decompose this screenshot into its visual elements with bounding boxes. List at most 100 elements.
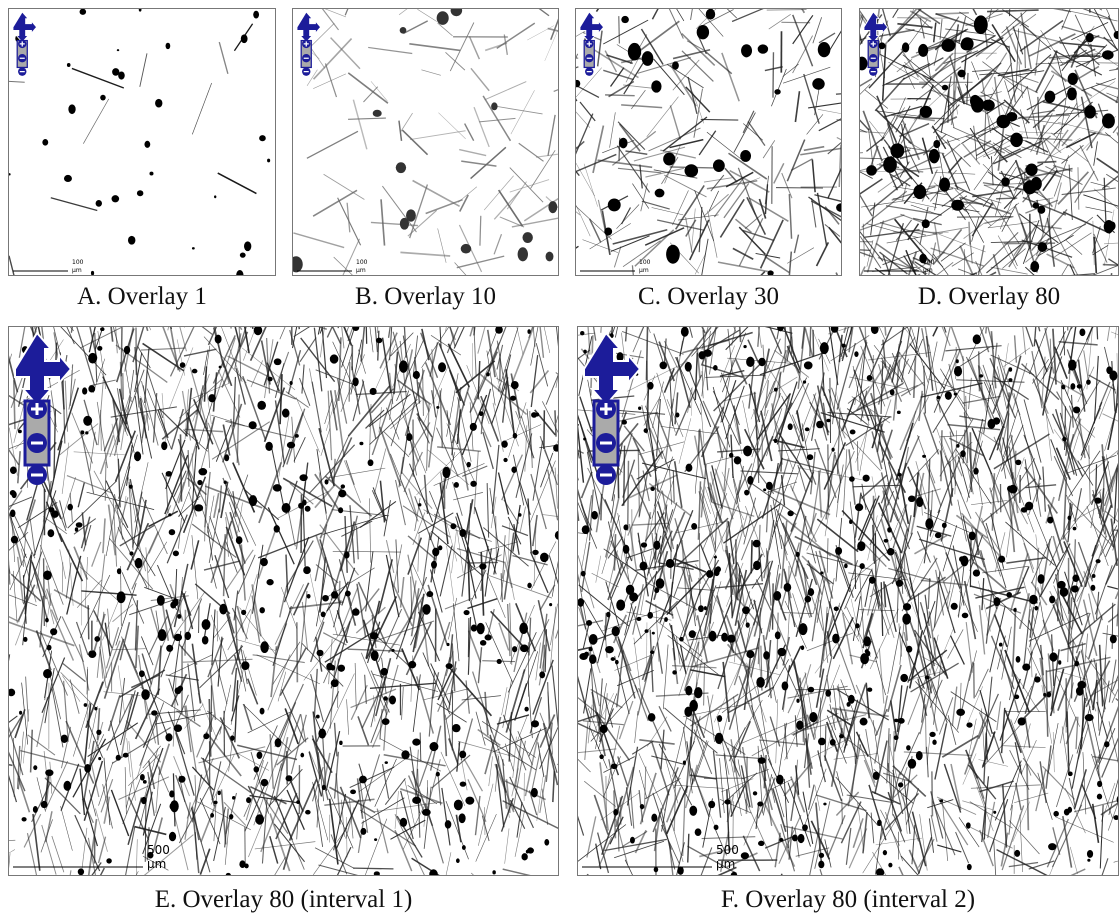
navigation-control[interactable]: [13, 12, 37, 76]
dendrite: [817, 242, 829, 266]
soma: [544, 839, 549, 846]
soma: [244, 864, 248, 869]
soma: [521, 853, 527, 860]
soma: [408, 661, 416, 668]
dendrite: [316, 370, 358, 386]
navigation-control[interactable]: [297, 12, 321, 76]
dendrite: [710, 447, 725, 492]
soma: [352, 377, 358, 386]
soma: [714, 569, 720, 577]
soma: [169, 529, 176, 535]
soma: [713, 159, 725, 172]
dendrite: [776, 699, 778, 763]
soma: [619, 138, 628, 149]
dendrite: [438, 23, 453, 36]
soma: [412, 797, 421, 804]
dendrite: [1082, 784, 1096, 819]
soma: [805, 427, 810, 431]
dendrite: [971, 785, 1041, 788]
soma: [374, 838, 377, 841]
dendrite: [952, 687, 956, 726]
soma: [174, 634, 182, 641]
dendrite: [827, 538, 828, 572]
dendrite: [601, 326, 605, 333]
soma: [94, 636, 100, 642]
soma: [903, 603, 911, 611]
dendrite: [30, 875, 31, 876]
soma: [612, 626, 620, 636]
dendrite: [945, 29, 994, 35]
dendrite: [85, 557, 87, 608]
dendrite: [442, 788, 450, 845]
soma: [274, 358, 282, 365]
soma: [129, 485, 133, 489]
soma: [777, 648, 786, 656]
soma: [268, 377, 273, 382]
dendrite: [347, 699, 349, 734]
soma: [645, 629, 649, 633]
dendrite: [795, 516, 805, 576]
soma: [518, 513, 522, 517]
dendrite: [445, 598, 472, 609]
soma: [820, 342, 829, 354]
soma: [100, 327, 104, 331]
soma: [945, 391, 952, 399]
dendrite: [934, 23, 936, 43]
dendrite: [510, 605, 534, 664]
dendrite: [453, 492, 483, 500]
dendrite: [994, 434, 1050, 469]
dendrite: [445, 52, 464, 70]
dendrite: [127, 738, 131, 777]
dendrite: [125, 767, 126, 814]
navigation-control[interactable]: [15, 333, 71, 485]
soma: [763, 651, 770, 660]
dendrite: [1087, 506, 1108, 566]
soma: [606, 612, 610, 618]
soma: [849, 476, 855, 482]
dendrite: [9, 256, 16, 276]
dendrite: [353, 100, 366, 150]
soma: [831, 448, 834, 452]
soma: [1102, 50, 1114, 59]
scale-bar: 100μm: [864, 259, 935, 274]
soma: [641, 542, 647, 547]
dendrite: [575, 54, 578, 73]
soma: [825, 690, 831, 697]
soma: [1094, 498, 1101, 504]
soma: [246, 797, 251, 803]
soma: [503, 458, 507, 462]
soma: [969, 531, 976, 540]
soma: [866, 651, 870, 657]
dendrite: [478, 326, 494, 354]
soma: [1072, 575, 1079, 582]
dendrite: [498, 472, 508, 514]
soma: [577, 598, 584, 607]
soma: [932, 740, 936, 745]
dendrite: [861, 201, 904, 207]
soma: [224, 454, 229, 461]
soma: [471, 625, 477, 632]
dendrite: [497, 715, 529, 724]
soma: [753, 540, 761, 548]
dendrite: [807, 114, 823, 134]
dendrite: [448, 598, 456, 639]
soma: [241, 34, 248, 43]
dendrite: [1080, 145, 1098, 180]
dendrite: [275, 684, 303, 747]
soma: [951, 603, 958, 610]
soma: [706, 570, 713, 578]
dendrite: [1026, 326, 1040, 331]
soma: [229, 814, 233, 819]
soma: [656, 578, 665, 589]
soma: [681, 327, 689, 337]
soma: [485, 634, 492, 640]
dendrite: [429, 491, 440, 517]
soma: [685, 362, 692, 372]
soma: [400, 218, 409, 230]
soma: [64, 175, 72, 182]
dendrite: [750, 483, 796, 515]
dendrite: [691, 694, 739, 726]
soma: [492, 870, 495, 874]
dendrite: [209, 326, 224, 367]
soma: [887, 548, 895, 556]
